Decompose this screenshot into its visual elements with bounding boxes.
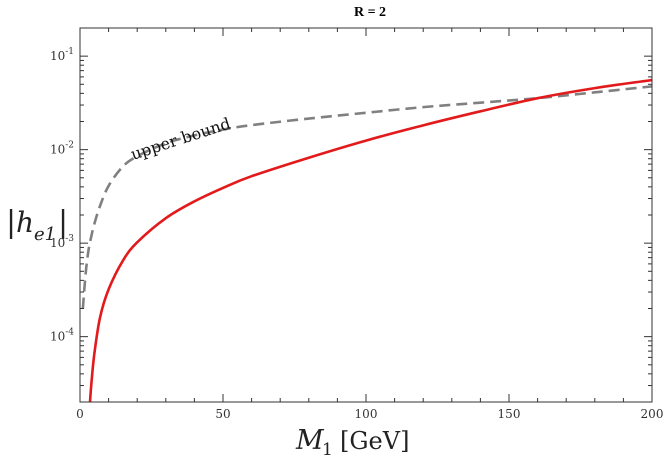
x-axis-variable: M — [295, 425, 325, 456]
y-tick-label-exponent: -4 — [65, 328, 74, 338]
y-tick-label-base: 10 — [50, 330, 65, 344]
y-tick-label-exponent: -1 — [65, 47, 74, 57]
h-e1-line — [88, 78, 652, 402]
x-tick-label: 100 — [355, 407, 378, 421]
y-tick-label-base: 10 — [50, 49, 65, 63]
y-axis-abs-bar-right: | — [58, 205, 68, 240]
x-tick-label: 200 — [641, 407, 664, 421]
y-axis-variable: h — [16, 206, 34, 239]
x-tick-label: 150 — [498, 407, 521, 421]
y-tick-label-base: 10 — [50, 143, 65, 157]
plot-frame — [79, 27, 653, 403]
y-tick-label: 10-3 — [50, 234, 74, 250]
y-axis-label: | h e1 | — [6, 205, 68, 245]
y-tick-label-base: 10 — [50, 236, 65, 250]
x-axis-unit: [GeV] — [340, 427, 409, 455]
y-tick-label-exponent: -2 — [65, 141, 74, 151]
y-tick-label: 10-1 — [50, 47, 74, 63]
x-axis-label: M 1 [GeV] — [295, 425, 409, 458]
x-axis-subscript: 1 — [322, 440, 333, 458]
chart-title: R = 2 — [354, 5, 386, 20]
y-axis-subscript: e1 — [34, 224, 56, 245]
x-tick-label: 50 — [215, 407, 230, 421]
upper-bound-annotation: upper bound — [128, 114, 233, 164]
y-tick-label: 10-2 — [50, 141, 74, 157]
y-axis-abs-bar-left: | — [6, 205, 16, 240]
y-tick-label: 10-4 — [50, 328, 74, 344]
y-tick-label-exponent: -3 — [65, 234, 74, 244]
x-tick-label: 0 — [76, 407, 84, 421]
upper-bound-line — [81, 85, 652, 309]
